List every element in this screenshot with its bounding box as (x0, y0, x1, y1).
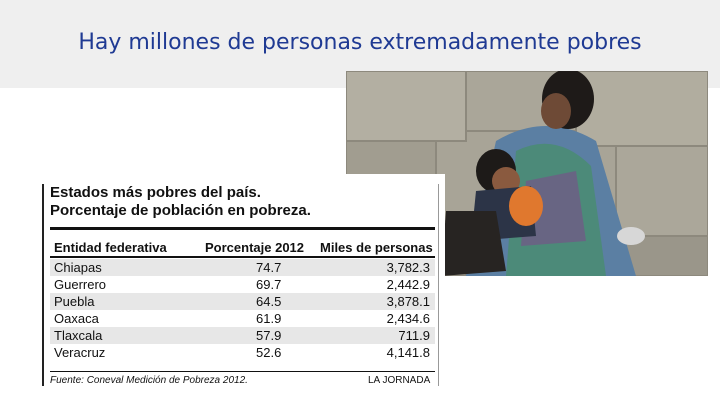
heading-rule (50, 227, 435, 230)
right-rule (438, 184, 439, 386)
cell-percentage: 74.7 (256, 260, 282, 275)
footer-rule (50, 371, 435, 372)
cell-state: Puebla (54, 294, 95, 309)
cell-state: Tlaxcala (54, 328, 103, 343)
table-row: Veracruz 52.6 4,141.8 (50, 344, 435, 361)
cell-thousands: 711.9 (398, 328, 430, 343)
column-header-thousands: Miles de personas (320, 240, 433, 255)
cell-percentage: 69.7 (256, 277, 282, 292)
poverty-table-clipping: Estados más pobres del país. Porcentaje … (40, 174, 445, 391)
cell-state: Chiapas (54, 260, 102, 275)
table-heading-line-1: Estados más pobres del país. (50, 184, 261, 201)
table-row: Tlaxcala 57.9 711.9 (50, 327, 435, 344)
cell-percentage: 64.5 (256, 294, 282, 309)
table-heading: Estados más pobres del país. Porcentaje … (50, 184, 311, 220)
cell-state: Oaxaca (54, 311, 99, 326)
cell-percentage: 61.9 (256, 311, 282, 326)
table-row: Oaxaca 61.9 2,434.6 (50, 310, 435, 327)
source-note: Fuente: Coneval Medición de Pobreza 2012… (50, 375, 248, 386)
slide-title: Hay millones de personas extremadamente … (78, 30, 642, 55)
column-header-percentage: Porcentaje 2012 (205, 240, 305, 255)
cell-percentage: 52.6 (256, 345, 282, 360)
table-heading-line-2: Porcentaje de población en pobreza. (50, 202, 311, 219)
column-header-state: Entidad federativa (54, 240, 167, 255)
header-rule (50, 256, 435, 258)
cell-thousands: 4,141.8 (386, 345, 430, 360)
cell-percentage: 57.9 (256, 328, 282, 343)
table-row: Guerrero 69.7 2,442.9 (50, 276, 435, 293)
cell-thousands: 2,442.9 (386, 277, 430, 292)
cell-state: Veracruz (54, 345, 106, 360)
table-row: Puebla 64.5 3,878.1 (50, 293, 435, 310)
cell-state: Guerrero (54, 277, 107, 292)
publisher-credit: LA JORNADA (368, 375, 431, 386)
table-row: Chiapas 74.7 3,782.3 (50, 259, 435, 276)
cell-thousands: 3,782.3 (386, 260, 430, 275)
cell-thousands: 3,878.1 (386, 294, 430, 309)
cell-thousands: 2,434.6 (386, 311, 430, 326)
left-rule (42, 184, 44, 386)
